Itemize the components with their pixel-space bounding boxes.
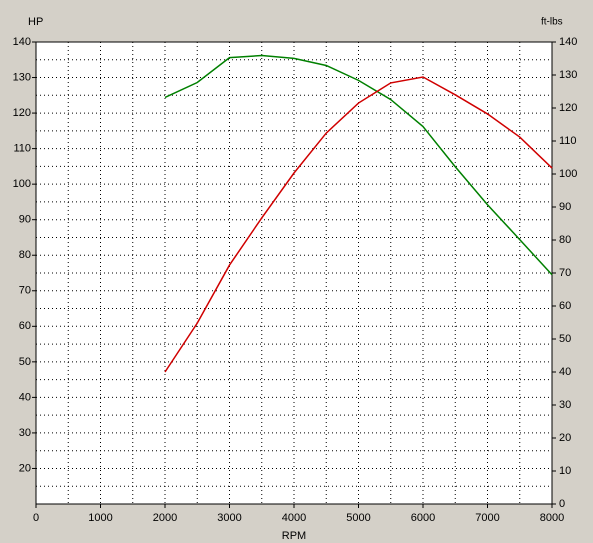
y2-tick-label: 120: [559, 102, 577, 114]
y2-axis-label: ft-lbs: [541, 17, 563, 28]
y-axis-label: HP: [28, 16, 43, 28]
y-tick-label: 20: [19, 462, 31, 474]
x-tick-label: 6000: [411, 512, 435, 524]
x-tick-label: 2000: [153, 512, 177, 524]
y-tick-label: 120: [13, 107, 31, 119]
y-tick-label: 60: [19, 320, 31, 332]
y2-tick-label: 140: [559, 36, 577, 48]
y-tick-label: 50: [19, 356, 31, 368]
series-line: [164, 54, 553, 276]
y-tick-label: 130: [13, 71, 31, 83]
y2-tick-label: 70: [559, 267, 571, 279]
x-tick-label: 3000: [217, 512, 241, 524]
x-tick-label: 7000: [475, 512, 499, 524]
x-tick-label: 5000: [346, 512, 370, 524]
y2-tick-label: 80: [559, 234, 571, 246]
y2-tick-label: 110: [559, 135, 577, 147]
x-tick-label: 0: [33, 512, 39, 524]
y-tick-label: 90: [19, 214, 31, 226]
y2-tick-label: 50: [559, 333, 571, 345]
x-tick-label: 4000: [282, 512, 306, 524]
x-tick-label: 8000: [540, 512, 564, 524]
x-axis-label: RPM: [282, 530, 306, 542]
y2-tick-label: 60: [559, 300, 571, 312]
y-tick-label: 40: [19, 391, 31, 403]
y-tick-label: 140: [13, 36, 31, 48]
y-tick-label: 30: [19, 427, 31, 439]
y2-tick-label: 0: [559, 498, 565, 510]
series-line: [164, 76, 553, 373]
y-tick-label: 80: [19, 249, 31, 261]
x-tick-label: 1000: [88, 512, 112, 524]
y2-tick-label: 30: [559, 399, 571, 411]
y2-tick-label: 100: [559, 168, 577, 180]
y-tick-label: 100: [13, 178, 31, 190]
y2-tick-label: 20: [559, 432, 571, 444]
y-tick-label: 110: [13, 143, 31, 155]
y2-tick-label: 40: [559, 366, 571, 378]
y2-tick-label: 10: [559, 465, 571, 477]
y2-tick-label: 90: [559, 201, 571, 213]
y2-tick-label: 130: [559, 69, 577, 81]
y-tick-label: 70: [19, 285, 31, 297]
